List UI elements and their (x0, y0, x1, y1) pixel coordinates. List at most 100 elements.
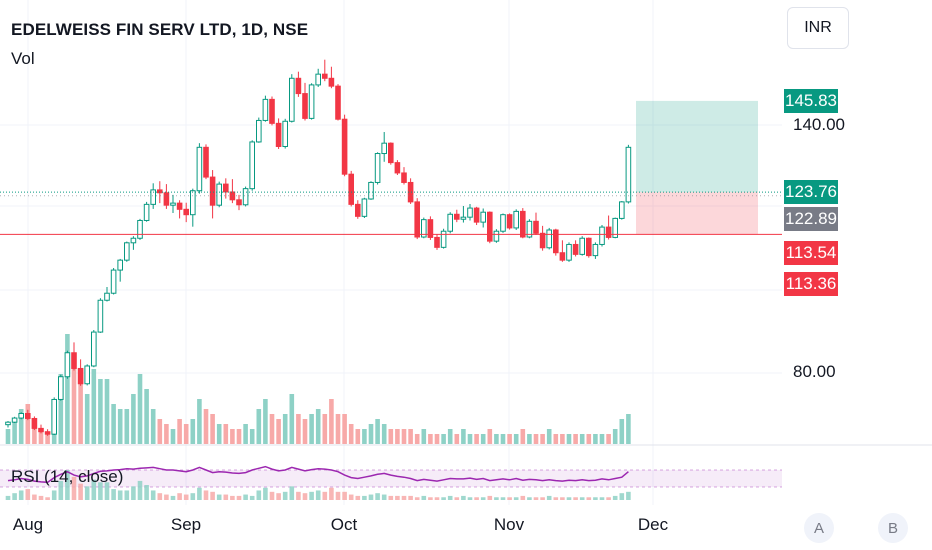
volume-bar (388, 429, 394, 444)
rsi-volume-bar (355, 495, 361, 500)
volume-bar (454, 434, 460, 444)
volume-bar (467, 434, 473, 444)
rsi-volume-bar (533, 497, 539, 500)
volume-bar (540, 434, 545, 444)
rsi-volume-bar (566, 497, 572, 500)
candle-body (566, 243, 572, 261)
volume-bar (12, 419, 17, 444)
volume-bar (487, 429, 493, 444)
candle-body (64, 352, 71, 378)
volume-bar (612, 429, 618, 444)
volume-legend[interactable]: Vol (11, 49, 35, 68)
rsi-volume-bar (71, 476, 77, 500)
rsi-volume-bar (38, 495, 44, 500)
volume-bar (401, 429, 407, 444)
rsi-volume-bar (249, 495, 255, 500)
rsi-volume-bar (553, 497, 559, 500)
price-badge-target: 145.83 (784, 89, 838, 113)
volume-bar (573, 434, 578, 444)
rsi-volume-bar (190, 493, 196, 500)
candle-body (236, 199, 242, 206)
candle-body (605, 226, 612, 238)
candle-body (526, 220, 533, 238)
candle-body (104, 292, 110, 301)
time-tick-label: Nov (493, 515, 525, 534)
rsi-volume-bar (454, 497, 460, 500)
rsi-volume-bar (494, 497, 499, 500)
volume-bar (84, 394, 90, 444)
candle-body (572, 243, 579, 255)
candle-body (625, 146, 632, 203)
price-tick-label: 140.00 (793, 115, 845, 134)
rsi-volume-bar (45, 497, 50, 500)
rsi-volume-bar (586, 497, 592, 500)
volume-bar (500, 434, 506, 444)
rsi-volume-bar (599, 497, 605, 500)
candle-body (183, 208, 189, 216)
rsi-volume-bar (619, 493, 625, 500)
volume-bar (342, 414, 347, 444)
rsi-volume-bar (243, 494, 248, 500)
rsi-volume-bar (507, 497, 512, 500)
candle-body (315, 73, 321, 86)
rsi-volume-bar (65, 470, 70, 500)
volume-bar (65, 334, 70, 444)
volume-bar (269, 414, 275, 444)
candle-body (355, 203, 361, 217)
rsi-volume-bar (289, 486, 295, 500)
candle-body (394, 162, 401, 174)
candle-body (487, 211, 493, 242)
rsi-volume-bar (25, 489, 31, 500)
rsi-volume-bar (573, 497, 578, 500)
candle-body (289, 77, 295, 122)
rsi-volume-bar (157, 493, 163, 500)
volume-bar (170, 429, 176, 444)
candle-body (249, 141, 255, 190)
candle-body (473, 207, 480, 223)
candle-body (381, 142, 387, 155)
rsi-volume-bar (500, 497, 506, 500)
position-tool[interactable] (0, 100, 782, 235)
volume-bar (447, 429, 453, 444)
candle-body (361, 198, 368, 217)
rsi-volume-bar (124, 490, 130, 500)
volume-bar (507, 434, 512, 444)
candle-body (599, 226, 605, 245)
rsi-volume-bar (408, 495, 413, 500)
candle-body (506, 214, 513, 229)
candle-body (322, 73, 328, 79)
candle-body (44, 431, 51, 435)
volume-bar (25, 404, 31, 444)
rsi-legend[interactable]: RSI (14, close) (11, 467, 124, 486)
symbol-title[interactable]: EDELWEISS FIN SERV LTD, 1D, NSE (11, 20, 309, 39)
candle-body (586, 237, 592, 257)
volume-bar (243, 424, 248, 444)
currency-button[interactable]: INR (787, 7, 849, 49)
bracket-scale-button[interactable]: B (878, 513, 908, 543)
volume-bar (553, 434, 559, 444)
rsi-volume-bar (98, 482, 103, 500)
volume-bar (441, 434, 446, 444)
candle-body (388, 142, 394, 164)
rsi-volume-bar (309, 491, 314, 500)
candle-body (97, 299, 104, 333)
rsi-volume-bar (520, 495, 526, 500)
candle-body (71, 352, 77, 369)
candle-body (269, 98, 275, 124)
volume-bar (282, 414, 288, 444)
volume-bar (78, 384, 83, 444)
candle-body (440, 230, 447, 248)
volume-bar (626, 414, 631, 444)
candle-body (124, 242, 130, 261)
rsi-volume-bar (144, 485, 149, 500)
candle-body (117, 259, 124, 271)
auto-scale-button[interactable]: A (804, 513, 834, 543)
rsi-volume-bar (606, 497, 611, 500)
candle-body (513, 210, 520, 229)
volume-bar (546, 429, 552, 444)
price-badge-stop: 113.54 (784, 241, 838, 265)
volume-bar (461, 429, 466, 444)
rsi-pane (0, 465, 782, 500)
volume-bar (124, 409, 130, 444)
